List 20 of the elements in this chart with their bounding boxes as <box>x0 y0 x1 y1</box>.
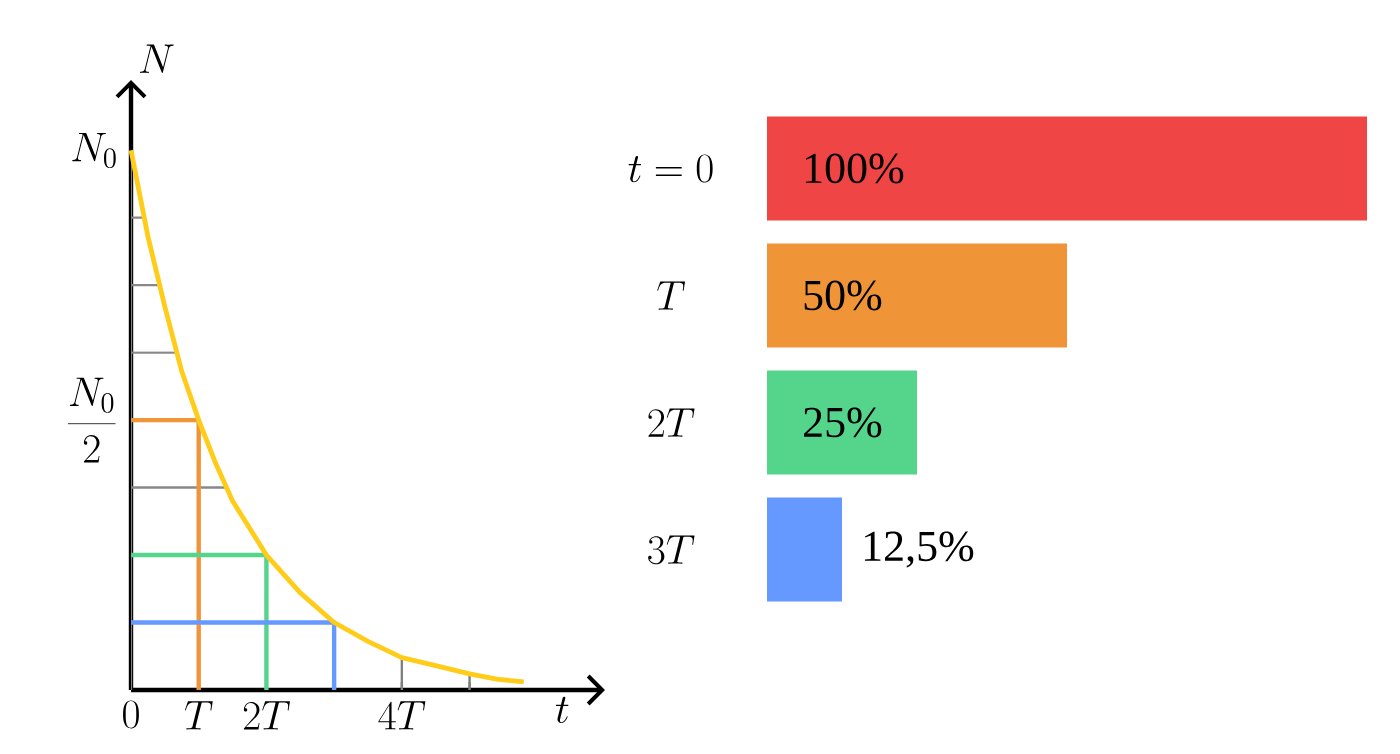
annotation: $\frac{N_0}{2}$ <box>67 377 116 463</box>
y-tick-label: $3T$ <box>648 535 695 565</box>
x-tick-label: $0$ <box>123 700 139 729</box>
x-tick-label: $4T$ <box>378 701 426 730</box>
bar <box>767 370 918 475</box>
x-tick-label: $T$ <box>185 701 213 730</box>
data-label: 12,5% <box>864 531 974 568</box>
data-label: 25% <box>804 407 882 438</box>
x-axis-title: $t$ <box>555 696 569 723</box>
x-tick-label: $2T$ <box>243 701 290 730</box>
annotation: $N_0$ <box>72 132 116 169</box>
y-axis-title: $N$ <box>139 44 174 73</box>
y-tick-label: $T$ <box>657 281 685 310</box>
y-tick-label: $t = 0$ <box>628 154 713 183</box>
data-label: 100% <box>805 153 904 184</box>
y-tick-label: $2T$ <box>648 408 695 437</box>
bar <box>767 497 843 602</box>
bar <box>767 116 1368 221</box>
data-label: 50% <box>804 280 882 311</box>
bar <box>767 243 1068 348</box>
